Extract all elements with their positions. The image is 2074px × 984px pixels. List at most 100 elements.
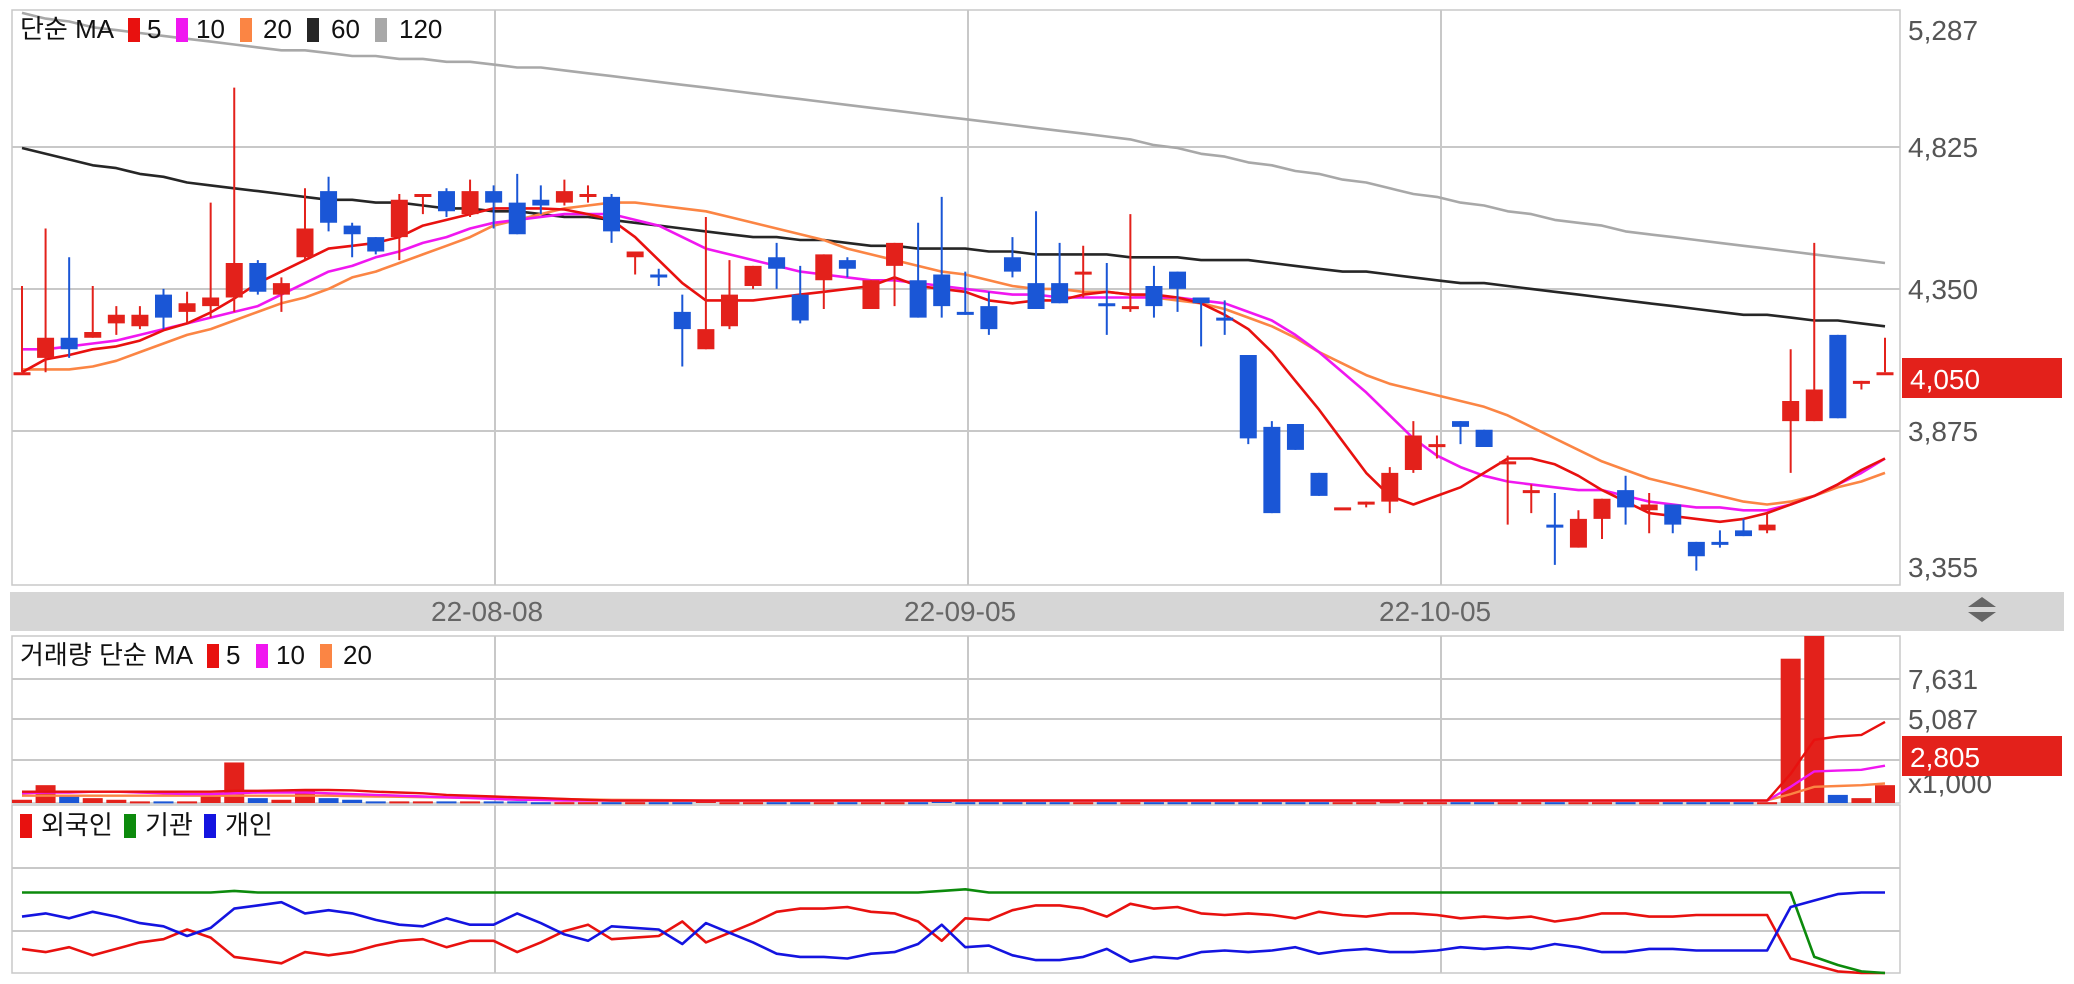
candle[interactable] — [37, 228, 55, 373]
candle[interactable] — [1428, 435, 1446, 459]
volume-bar[interactable] — [1403, 802, 1424, 805]
candle[interactable] — [1640, 493, 1658, 534]
volume-bar[interactable] — [1474, 802, 1495, 805]
candle[interactable] — [367, 237, 385, 255]
candle[interactable] — [1169, 271, 1187, 312]
volume-bar[interactable] — [1733, 802, 1754, 805]
volume-bar[interactable] — [82, 798, 103, 803]
candle[interactable] — [1098, 263, 1116, 335]
volume-bar[interactable] — [436, 801, 457, 804]
candle[interactable] — [579, 185, 597, 203]
volume-bar[interactable] — [318, 798, 339, 803]
volume-bar[interactable] — [554, 802, 575, 805]
volume-bar[interactable] — [1191, 802, 1212, 805]
candle[interactable] — [1027, 211, 1045, 309]
candle[interactable] — [343, 222, 361, 258]
candle[interactable] — [886, 242, 904, 307]
volume-bar[interactable] — [719, 802, 740, 805]
volume-bar[interactable] — [908, 802, 929, 805]
candle[interactable] — [296, 188, 314, 261]
volume-bar[interactable] — [1757, 802, 1778, 805]
candle[interactable] — [60, 257, 78, 358]
candle[interactable] — [131, 306, 149, 330]
candle[interactable] — [1805, 242, 1823, 422]
candle[interactable] — [1593, 498, 1611, 539]
candle[interactable] — [1334, 507, 1352, 511]
volume-bar[interactable] — [1285, 802, 1306, 805]
candle[interactable] — [1735, 518, 1753, 537]
volume-bar[interactable] — [460, 801, 481, 804]
volume-bar[interactable] — [1662, 802, 1683, 805]
panel-resize-handle[interactable] — [1968, 597, 1996, 622]
volume-bar[interactable] — [1261, 802, 1282, 805]
volume-bar[interactable] — [1356, 802, 1377, 805]
volume-bar[interactable] — [530, 802, 551, 805]
price-candles[interactable] — [13, 87, 1894, 571]
volume-bar[interactable] — [153, 801, 174, 804]
volume-bar[interactable] — [955, 802, 976, 805]
volume-bar[interactable] — [837, 802, 858, 805]
candle[interactable] — [1003, 237, 1021, 278]
candle[interactable] — [1522, 484, 1540, 514]
volume-bar[interactable] — [766, 802, 787, 805]
volume-bar[interactable] — [1214, 802, 1235, 805]
volume-bar[interactable] — [672, 802, 693, 805]
candle[interactable] — [202, 202, 220, 318]
volume-bar[interactable] — [601, 802, 622, 805]
volume-bar[interactable] — [247, 798, 268, 803]
volume-bar[interactable] — [884, 802, 905, 805]
volume-bar[interactable] — [1544, 802, 1565, 805]
volume-bar[interactable] — [1309, 802, 1330, 805]
candle[interactable] — [1239, 355, 1257, 445]
volume-bar[interactable] — [813, 802, 834, 805]
candle[interactable] — [249, 260, 267, 295]
volume-bar[interactable] — [648, 802, 669, 805]
volume-bar[interactable] — [1568, 802, 1589, 805]
candle[interactable] — [1145, 265, 1163, 318]
volume-bar[interactable] — [1096, 802, 1117, 805]
volume-bar[interactable] — [978, 802, 999, 805]
volume-bar[interactable] — [743, 802, 764, 805]
volume-bar[interactable] — [224, 762, 245, 803]
candle[interactable] — [532, 185, 550, 215]
candle[interactable] — [1357, 501, 1375, 508]
candle[interactable] — [909, 222, 927, 318]
candle[interactable] — [1051, 242, 1069, 304]
volume-bar[interactable] — [129, 801, 150, 804]
volume-bar[interactable] — [625, 802, 646, 805]
candle[interactable] — [1121, 214, 1139, 312]
candle[interactable] — [13, 286, 31, 376]
volume-bar[interactable] — [1026, 802, 1047, 805]
candle[interactable] — [555, 179, 573, 206]
volume-bar[interactable] — [1639, 802, 1660, 805]
volume-bar[interactable] — [1875, 785, 1895, 803]
candle[interactable] — [437, 188, 455, 217]
candle[interactable] — [1569, 510, 1587, 548]
volume-bar[interactable] — [1851, 798, 1872, 803]
candle[interactable] — [1310, 472, 1328, 496]
volume-bar[interactable] — [1804, 636, 1825, 803]
volume-bar[interactable] — [12, 799, 32, 803]
candle[interactable] — [84, 286, 102, 338]
candle[interactable] — [1758, 513, 1776, 534]
candle[interactable] — [673, 294, 691, 367]
candle[interactable] — [815, 254, 833, 309]
volume-bar[interactable] — [342, 799, 363, 803]
candle[interactable] — [1876, 337, 1894, 376]
candle[interactable] — [1617, 475, 1635, 525]
candle[interactable] — [461, 179, 479, 217]
volume-bar[interactable] — [1332, 802, 1353, 805]
volume-bar[interactable] — [1686, 802, 1707, 805]
candle[interactable] — [720, 260, 738, 330]
candle[interactable] — [1546, 493, 1564, 565]
volume-bar[interactable] — [1615, 802, 1636, 805]
candle[interactable] — [603, 194, 621, 243]
candle[interactable] — [1286, 424, 1304, 450]
candle[interactable] — [1687, 541, 1705, 571]
volume-bar[interactable] — [1120, 802, 1141, 805]
candle[interactable] — [1381, 467, 1399, 514]
volume-bar[interactable] — [1379, 801, 1400, 804]
volume-bar[interactable] — [35, 785, 56, 803]
volume-bar[interactable] — [1592, 802, 1613, 805]
candle[interactable] — [1829, 334, 1847, 419]
